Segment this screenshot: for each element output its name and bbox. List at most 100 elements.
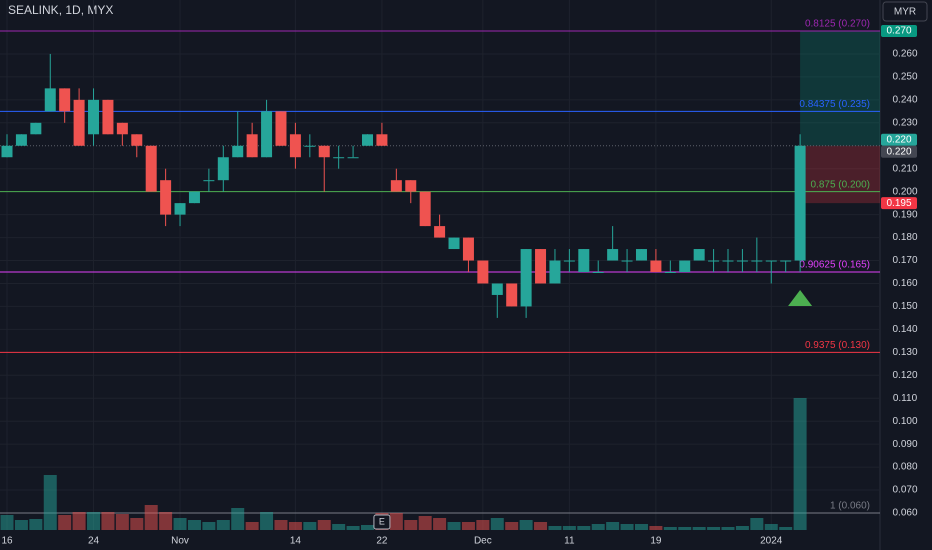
volume-bar xyxy=(317,520,331,530)
volume-bar xyxy=(793,398,807,530)
volume-bar xyxy=(591,524,605,530)
volume-bar xyxy=(692,527,706,530)
volume-bar xyxy=(303,522,317,530)
y-tick-label: 0.260 xyxy=(892,49,917,60)
y-tick-label: 0.250 xyxy=(892,72,917,83)
volume-bar xyxy=(144,505,158,530)
candle-body xyxy=(116,122,128,135)
y-tick-label: 0.200 xyxy=(892,186,917,197)
fib-label: 0.9375 (0.130) xyxy=(805,340,870,351)
volume-bar xyxy=(346,526,360,530)
candle-body xyxy=(780,260,792,262)
volume-bar xyxy=(245,522,259,530)
candle-body xyxy=(261,111,273,158)
price-label: 0.195 xyxy=(886,198,911,209)
candle-body xyxy=(174,203,186,215)
candle-body xyxy=(73,99,85,146)
volume-bar xyxy=(87,512,101,530)
price-label: 0.270 xyxy=(886,26,911,37)
volume-bar xyxy=(548,526,562,530)
signal-arrow xyxy=(788,290,813,307)
x-tick-label: Dec xyxy=(474,536,492,547)
y-tick-label: 0.090 xyxy=(892,439,917,450)
volume-bar xyxy=(577,526,591,530)
candle-body xyxy=(434,226,446,238)
volume-bar xyxy=(0,515,14,530)
volume-bar xyxy=(361,525,374,530)
x-tick-label: 24 xyxy=(88,536,100,547)
candle-body xyxy=(188,191,200,204)
volume-bar xyxy=(260,512,274,530)
volume-bar xyxy=(187,520,201,530)
volume-bar xyxy=(159,512,173,530)
candle-body xyxy=(318,145,330,158)
volume-bar xyxy=(750,518,764,530)
candle-body xyxy=(506,283,518,307)
candle-body xyxy=(592,272,604,274)
candle-body xyxy=(794,145,806,261)
price-label: 0.220 xyxy=(886,146,911,157)
price-label-box xyxy=(881,133,917,146)
volume-bar xyxy=(779,527,793,530)
candle-body xyxy=(145,145,157,192)
candle-body xyxy=(462,237,474,261)
candle-body xyxy=(246,134,258,158)
volume-bar xyxy=(43,475,57,530)
y-tick-label: 0.140 xyxy=(892,324,917,335)
y-tick-label: 0.070 xyxy=(892,485,917,496)
x-tick-label: 16 xyxy=(1,536,13,547)
candle-body xyxy=(477,260,489,284)
volume-bar xyxy=(721,527,735,530)
candle-body xyxy=(59,88,71,112)
candle-body xyxy=(30,122,42,135)
candle-body xyxy=(736,260,748,262)
currency-button[interactable] xyxy=(882,1,928,22)
volume-bar xyxy=(505,522,519,530)
candle-body xyxy=(563,260,575,262)
fib-label: 0.84375 (0.235) xyxy=(799,99,870,110)
candle-body xyxy=(607,249,619,261)
candle-body xyxy=(44,88,56,112)
y-tick-label: 0.060 xyxy=(892,508,917,519)
price-label: 0.220 xyxy=(886,134,911,145)
volume-bar xyxy=(404,520,418,530)
volume-bar xyxy=(173,518,187,530)
candle-body xyxy=(664,272,676,274)
candle-body xyxy=(491,283,503,295)
x-tick-label: 22 xyxy=(376,536,388,547)
candle-body xyxy=(722,260,734,262)
y-tick-label: 0.150 xyxy=(892,301,917,312)
volume-bar xyxy=(72,512,86,530)
y-tick-label: 0.230 xyxy=(892,117,917,128)
volume-bar xyxy=(764,524,778,530)
candle-body xyxy=(621,260,633,262)
volume-bar xyxy=(634,524,648,530)
x-tick-label: 2024 xyxy=(760,536,783,547)
volume-bar xyxy=(216,520,230,530)
candle-body xyxy=(131,134,143,146)
volume-bar xyxy=(288,522,302,530)
currency: MYR xyxy=(894,7,916,18)
volume-bar xyxy=(620,524,634,530)
y-tick-label: 0.080 xyxy=(892,462,917,473)
candle-body xyxy=(693,249,705,261)
candle-body xyxy=(376,134,388,146)
candle-body xyxy=(650,260,662,273)
x-tick-label: Nov xyxy=(171,536,189,547)
volume-bar xyxy=(476,520,490,530)
volume-bar xyxy=(447,522,461,530)
fib-label: 0.90625 (0.165) xyxy=(799,260,870,271)
volume-bar xyxy=(519,520,533,530)
y-tick-label: 0.180 xyxy=(892,232,917,243)
volume-bar xyxy=(461,522,475,530)
price-label-box xyxy=(881,145,917,158)
candle-body xyxy=(405,180,417,192)
volume-bar xyxy=(332,524,346,530)
candle-body xyxy=(390,180,402,192)
candle-body xyxy=(535,249,547,284)
volume-bar xyxy=(130,518,144,530)
stop-zone xyxy=(800,145,880,204)
volume-bar xyxy=(101,512,115,530)
price-label-box xyxy=(881,197,917,210)
